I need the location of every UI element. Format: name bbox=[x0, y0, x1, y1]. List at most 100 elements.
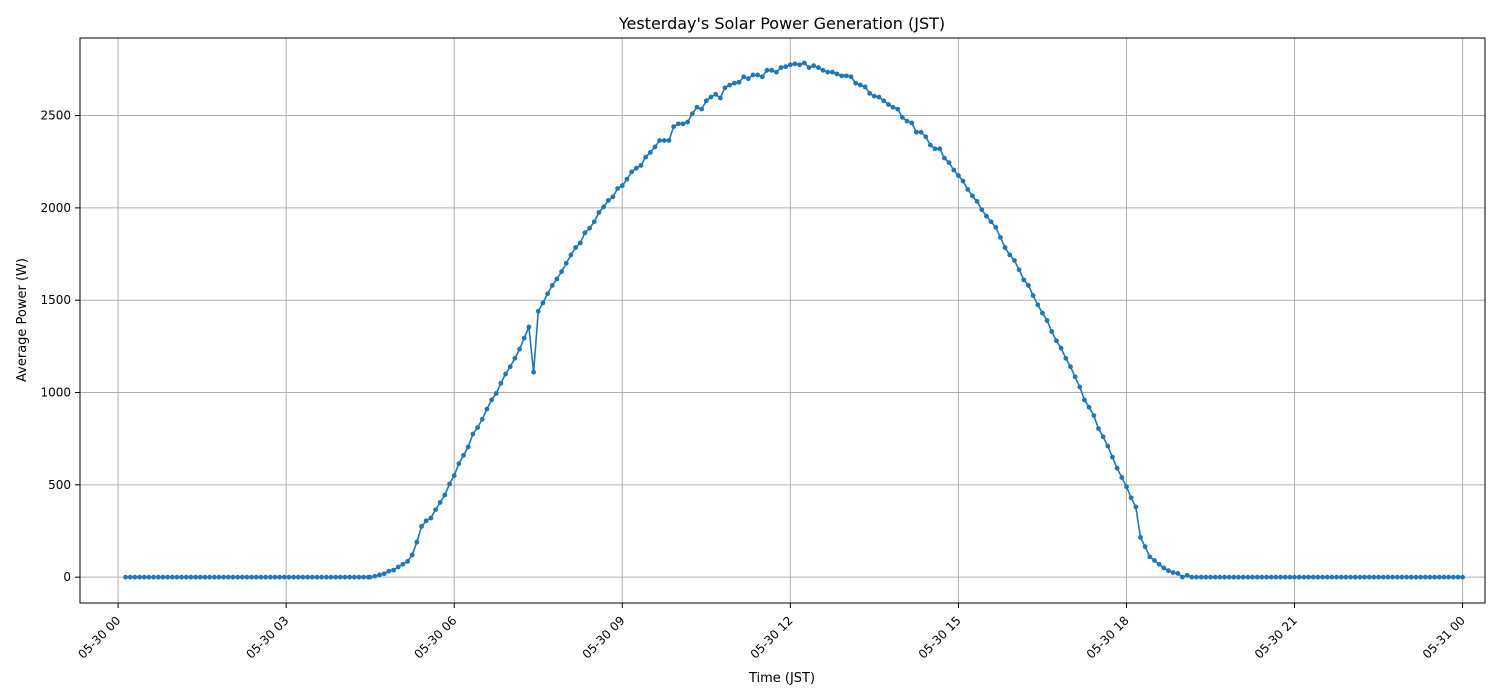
data-point bbox=[731, 80, 737, 86]
data-point bbox=[1208, 574, 1213, 580]
data-point bbox=[853, 80, 859, 86]
data-point bbox=[141, 574, 147, 580]
data-point bbox=[624, 176, 630, 182]
data-point bbox=[1105, 443, 1111, 449]
data-point bbox=[638, 163, 644, 168]
data-point bbox=[1348, 574, 1353, 580]
data-point bbox=[1166, 568, 1171, 574]
data-point bbox=[1455, 574, 1461, 580]
data-point bbox=[773, 69, 779, 75]
data-point bbox=[1147, 554, 1153, 560]
data-point bbox=[531, 369, 536, 375]
data-point bbox=[792, 61, 798, 67]
data-point bbox=[1357, 574, 1363, 580]
series-line bbox=[125, 61, 1463, 579]
data-point bbox=[1170, 570, 1176, 575]
data-point bbox=[895, 106, 901, 112]
data-point bbox=[433, 507, 438, 513]
data-point bbox=[1082, 397, 1087, 403]
data-point bbox=[1226, 574, 1232, 580]
data-point bbox=[1394, 574, 1400, 580]
data-point bbox=[1194, 574, 1199, 580]
data-point bbox=[1446, 574, 1452, 580]
data-point bbox=[885, 102, 891, 107]
data-point bbox=[160, 574, 166, 580]
data-point bbox=[1352, 574, 1358, 580]
data-point bbox=[820, 67, 826, 73]
data-point bbox=[1287, 574, 1293, 580]
data-point bbox=[174, 574, 180, 580]
x-tick-label: 05-30 03 bbox=[243, 613, 291, 661]
data-point bbox=[314, 574, 320, 580]
y-axis-label: Average Power (W) bbox=[15, 258, 30, 382]
data-point bbox=[1035, 302, 1041, 308]
x-tick-label: 05-30 12 bbox=[748, 613, 796, 661]
data-series bbox=[123, 60, 1465, 580]
data-point bbox=[745, 76, 751, 82]
data-point bbox=[323, 574, 329, 580]
data-point bbox=[1320, 574, 1325, 580]
data-point bbox=[1217, 574, 1223, 580]
data-point bbox=[787, 62, 793, 68]
data-point bbox=[1086, 404, 1092, 410]
data-point bbox=[1110, 454, 1115, 460]
data-point bbox=[801, 60, 807, 66]
data-point bbox=[1021, 277, 1027, 283]
data-point bbox=[1138, 535, 1143, 540]
data-point bbox=[563, 260, 569, 266]
data-point bbox=[309, 574, 315, 580]
data-point bbox=[169, 574, 175, 580]
data-point bbox=[207, 574, 212, 580]
data-point bbox=[1343, 574, 1349, 580]
data-point bbox=[493, 391, 499, 396]
data-point bbox=[197, 574, 203, 580]
data-point bbox=[755, 72, 761, 78]
data-point bbox=[1436, 574, 1442, 580]
data-point bbox=[291, 574, 297, 580]
data-point bbox=[1222, 574, 1227, 580]
data-point bbox=[235, 574, 241, 580]
y-tick-label: 1500 bbox=[40, 293, 71, 307]
data-point bbox=[1399, 574, 1405, 580]
data-point bbox=[909, 120, 915, 126]
data-point bbox=[146, 574, 152, 580]
data-point bbox=[503, 371, 508, 377]
data-point bbox=[1236, 574, 1241, 580]
data-point bbox=[797, 62, 803, 68]
data-point bbox=[1231, 574, 1237, 580]
data-point bbox=[951, 167, 957, 173]
data-point bbox=[591, 219, 597, 225]
data-point bbox=[1072, 374, 1078, 380]
data-point bbox=[979, 207, 985, 213]
data-point bbox=[601, 204, 607, 210]
data-point bbox=[1334, 574, 1339, 580]
data-point bbox=[281, 574, 287, 580]
data-point bbox=[1273, 574, 1279, 580]
data-point bbox=[708, 94, 714, 100]
data-point bbox=[263, 574, 269, 580]
data-point bbox=[694, 104, 700, 110]
data-point bbox=[587, 225, 593, 231]
data-point bbox=[123, 574, 128, 580]
data-point bbox=[1338, 574, 1344, 580]
data-point bbox=[286, 574, 292, 580]
data-point bbox=[722, 85, 728, 91]
data-point bbox=[703, 98, 709, 104]
data-point bbox=[1100, 434, 1106, 440]
data-point bbox=[984, 213, 989, 219]
data-point bbox=[582, 230, 588, 236]
data-point bbox=[1404, 574, 1409, 580]
data-point bbox=[568, 252, 574, 258]
data-point bbox=[1376, 574, 1381, 580]
data-point bbox=[937, 146, 943, 152]
data-point bbox=[381, 571, 387, 577]
data-point bbox=[573, 245, 579, 250]
y-tick-label: 500 bbox=[48, 478, 71, 492]
y-axis-ticks: 0 500 1000 1500 2000 2500 bbox=[40, 109, 80, 584]
data-point bbox=[489, 397, 494, 403]
data-point bbox=[333, 574, 339, 580]
data-point bbox=[545, 291, 551, 297]
data-point bbox=[535, 308, 541, 314]
data-point bbox=[1054, 338, 1059, 344]
